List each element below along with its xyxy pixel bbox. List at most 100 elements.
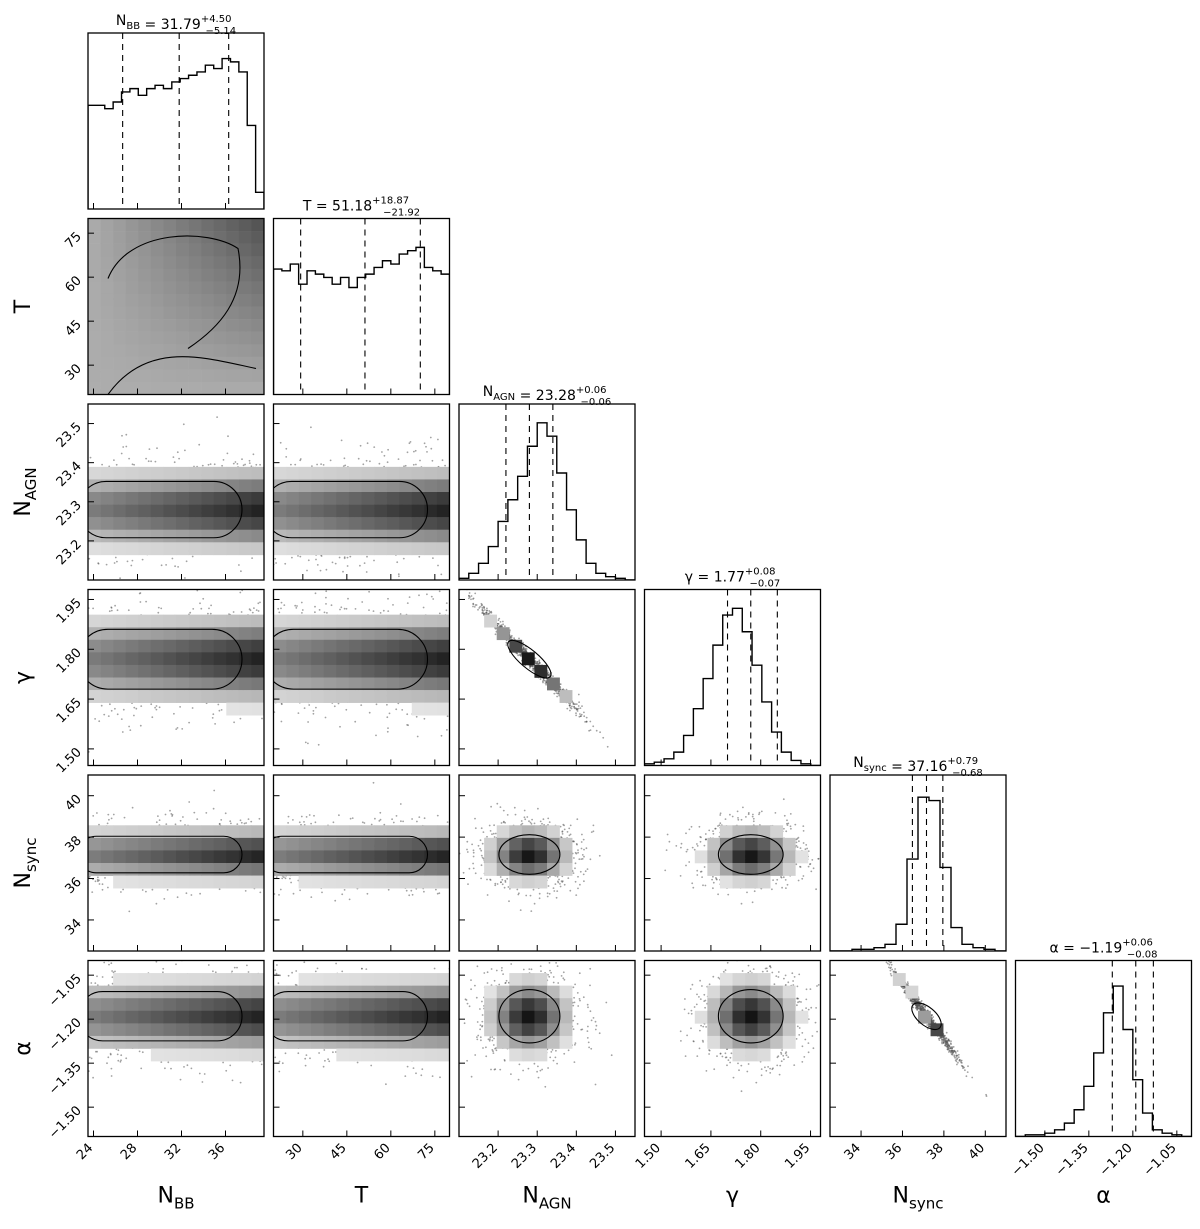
title-nsync: Nsync = 37.16+0.79 −0.68 xyxy=(853,755,982,779)
contour xyxy=(88,480,243,539)
panel-frame xyxy=(458,403,636,581)
title-t: T = 51.18+18.87 −21.92 xyxy=(302,196,420,219)
panel-frame xyxy=(458,959,636,1138)
histogram-nbb xyxy=(88,57,264,209)
y-axis-label-gamma: γ xyxy=(11,671,36,684)
y-axis-label-t: T xyxy=(11,299,36,314)
scatter-panel-nagn-alpha: 23.2 23.3 23.4 23.5 xyxy=(458,959,636,1172)
y-tick-label: 45 xyxy=(63,317,85,339)
scatter-panel-nbb-nagn: 23.2 23.3 23.4 23.5 xyxy=(54,403,265,581)
x-axis-label-nbb: NBB xyxy=(157,1184,194,1213)
y-axis-label-nagn: NAGN xyxy=(11,467,40,516)
density-blocks xyxy=(484,614,573,703)
title-alpha: α = −1.19+0.06 −0.08 xyxy=(1049,938,1157,961)
panel-frame xyxy=(87,32,265,210)
panel-frame xyxy=(458,774,636,952)
title-nbb: NBB = 31.79+4.50 −5.14 xyxy=(116,13,236,37)
y-tick-label: 36 xyxy=(63,875,85,897)
y-tick-label: −1.50 xyxy=(46,1103,85,1142)
panel-frame xyxy=(829,959,1007,1138)
density-blocks xyxy=(88,614,264,716)
scatter-panel-nagn-nsync xyxy=(458,774,636,952)
x-axis-label-nsync: Nsync xyxy=(893,1184,944,1213)
hist-panel-nbb: NBB = 31.79+4.50 −5.14 xyxy=(87,13,265,210)
contour xyxy=(507,639,552,679)
x-tick-label: 28 xyxy=(118,1141,140,1163)
x-tick-label: −1.20 xyxy=(1097,1141,1136,1180)
contour xyxy=(498,834,561,875)
density-blocks xyxy=(694,973,809,1062)
x-axis-label-alpha: α xyxy=(1096,1184,1111,1209)
x-tick-label: 36 xyxy=(883,1141,905,1163)
x-tick-label: 40 xyxy=(966,1141,988,1163)
y-tick-label: 23.2 xyxy=(54,537,85,568)
density-blocks xyxy=(484,825,573,889)
contour xyxy=(273,991,429,1042)
panel-frame xyxy=(1014,959,1193,1138)
histogram-alpha xyxy=(1015,985,1192,1137)
contour xyxy=(911,1002,942,1031)
density-blocks xyxy=(88,218,264,395)
scatter-panel-t-alpha: 30 45 60 75 xyxy=(272,959,451,1163)
panel-frame xyxy=(87,588,265,767)
density-blocks xyxy=(88,466,264,556)
x-tick-label: 23.4 xyxy=(548,1141,579,1172)
density-blocks xyxy=(273,614,450,716)
y-tick-label: 1.50 xyxy=(54,745,85,776)
scatter-panel-t-nsync xyxy=(272,774,451,952)
contour xyxy=(273,480,429,539)
x-tick-label: 60 xyxy=(371,1141,393,1163)
x-tick-label: 75 xyxy=(415,1141,437,1163)
panel-frame xyxy=(272,588,451,767)
histogram-nsync xyxy=(830,796,1006,951)
scatter-panel-t-gamma xyxy=(272,588,451,767)
y-tick-label: 40 xyxy=(63,792,85,814)
x-tick-label: 1.50 xyxy=(633,1141,664,1172)
density-blocks xyxy=(88,825,264,889)
panel-frame xyxy=(87,959,265,1138)
histogram-gamma xyxy=(644,607,821,766)
hist-panel-nagn: NAGN = 23.28+0.06 −0.06 xyxy=(458,384,636,581)
x-tick-label: 1.65 xyxy=(683,1141,714,1172)
x-tick-label: 24 xyxy=(74,1141,96,1163)
title-nagn: NAGN = 23.28+0.06 −0.06 xyxy=(483,384,611,408)
y-tick-label: 23.5 xyxy=(54,420,85,451)
panel-frame xyxy=(643,588,822,767)
y-tick-label: −1.05 xyxy=(46,971,85,1010)
x-tick-label: 1.80 xyxy=(732,1141,763,1172)
x-tick-label: 23.3 xyxy=(509,1141,540,1172)
y-tick-label: 30 xyxy=(63,361,85,383)
title-gamma: γ = 1.77+0.08 −0.07 xyxy=(685,567,780,590)
contour xyxy=(273,835,429,874)
scatter-panel-nagn-gamma xyxy=(458,588,636,767)
x-axis-label-t: T xyxy=(354,1184,369,1209)
y-tick-label: 1.95 xyxy=(54,596,85,627)
hist-panel-alpha: α = −1.19+0.06 −0.08 −1.50 −1.35 −1.20 −1.05 xyxy=(1009,938,1193,1180)
scatter-panel-t-nagn xyxy=(272,403,451,581)
contour xyxy=(88,628,243,690)
scatter-panel-nbb-nsync: 34 36 38 40 xyxy=(63,774,265,952)
x-tick-label: −1.05 xyxy=(1141,1141,1180,1180)
density-blocks xyxy=(273,466,450,556)
contour xyxy=(717,988,784,1044)
density-blocks xyxy=(273,825,450,889)
y-tick-label: −1.20 xyxy=(46,1015,85,1054)
panel-frame xyxy=(643,774,822,952)
y-tick-label: 34 xyxy=(63,916,85,938)
scatter-panel-nbb-t: 30 45 60 75 xyxy=(63,217,265,396)
x-tick-label: 32 xyxy=(162,1141,184,1163)
density-blocks xyxy=(694,825,809,889)
y-axis-label-nsync: Nsync xyxy=(11,838,40,889)
hist-panel-gamma: γ = 1.77+0.08 −0.07 xyxy=(643,567,822,767)
panel-frame xyxy=(87,774,265,952)
x-tick-label: 23.5 xyxy=(587,1141,618,1172)
x-tick-label: −1.35 xyxy=(1053,1141,1092,1180)
panel-frame xyxy=(272,774,451,952)
contour xyxy=(107,356,257,395)
panel-frame xyxy=(458,588,636,767)
y-tick-label: 1.65 xyxy=(54,695,85,726)
y-tick-label: 23.4 xyxy=(54,459,85,490)
y-tick-label: 1.80 xyxy=(54,645,85,676)
scatter-panel-gamma-nsync xyxy=(643,774,822,952)
